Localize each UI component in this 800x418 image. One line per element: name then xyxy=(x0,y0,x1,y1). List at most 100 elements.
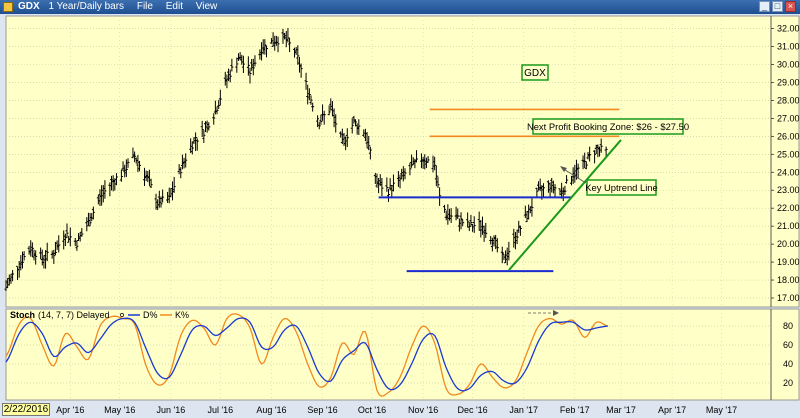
stoch-legend-name: Stoch xyxy=(10,310,35,320)
price-bar xyxy=(436,176,440,188)
price-bar xyxy=(576,163,580,179)
price-bar xyxy=(380,177,384,196)
price-tick-label: 26.00 xyxy=(777,131,800,141)
x-tick-label: Dec '16 xyxy=(457,405,487,415)
x-tick-label: Sep '16 xyxy=(307,405,337,415)
price-bar xyxy=(241,55,245,73)
price-tick-label: 29.00 xyxy=(777,77,800,87)
price-bar xyxy=(103,180,107,199)
price-bar xyxy=(535,187,539,198)
price-tick-label: 24.00 xyxy=(777,167,800,177)
period-menu[interactable]: 1 Year/Daily bars xyxy=(48,1,125,12)
price-bar xyxy=(126,158,130,168)
price-tick-label: 27.00 xyxy=(777,113,800,123)
price-bar xyxy=(354,119,358,127)
x-tick-label: Apr '17 xyxy=(658,405,686,415)
price-y-axis: 17.00 18.00 19.00 20.00 21.00 22.00 23.00 24.00… xyxy=(770,16,800,307)
price-bar xyxy=(235,57,239,73)
uptrend-box xyxy=(586,179,657,196)
price-tick-label: 28.00 xyxy=(777,95,800,105)
price-bar xyxy=(52,249,56,264)
price-bar xyxy=(415,150,419,163)
price-bar xyxy=(466,212,470,228)
price-bar xyxy=(319,114,323,125)
stoch-panel xyxy=(5,308,800,401)
price-bar xyxy=(179,167,183,179)
d-line xyxy=(5,317,608,392)
price-bar xyxy=(593,150,597,164)
price-bar xyxy=(461,219,465,227)
price-bar xyxy=(228,69,232,83)
price-bar xyxy=(449,208,453,223)
stoch-legend-params: (14, 7, 7) Delayed xyxy=(38,310,110,320)
price-bar xyxy=(22,251,26,261)
price-bar xyxy=(251,58,255,76)
price-bar xyxy=(138,160,142,172)
menu-edit[interactable]: Edit xyxy=(165,1,183,12)
maximize-icon[interactable]: □ xyxy=(772,1,783,12)
stoch-y-axis: 20 40 60 80 xyxy=(770,309,793,400)
profit-zone-label: Next Profit Booking Zone: $26 - $27.50 xyxy=(527,118,689,135)
minimize-icon[interactable]: _ xyxy=(759,1,770,12)
price-bar xyxy=(263,39,267,55)
price-bar xyxy=(327,105,331,116)
stoch-arrow xyxy=(528,310,559,316)
x-tick-label: Feb '17 xyxy=(560,405,590,415)
price-bar xyxy=(53,241,57,256)
price-bar xyxy=(515,229,519,245)
price-bar xyxy=(307,88,311,101)
price-bar xyxy=(563,185,567,196)
price-tick-label: 22.00 xyxy=(777,203,800,213)
menu-view[interactable]: View xyxy=(195,1,218,12)
price-bar xyxy=(65,223,69,238)
price-bar xyxy=(426,156,430,163)
price-tick-label: 19.00 xyxy=(777,257,800,267)
price-bar xyxy=(80,228,84,237)
x-tick-label: Jul '16 xyxy=(207,405,233,415)
price-bar xyxy=(114,173,118,186)
price-bar xyxy=(195,137,199,151)
price-bar xyxy=(190,141,194,155)
price-bar xyxy=(218,89,222,106)
price-bar xyxy=(541,183,545,197)
x-tick-label: Aug '16 xyxy=(256,405,286,415)
price-bar xyxy=(322,110,326,125)
price-tick-label: 21.00 xyxy=(777,221,800,231)
price-bar xyxy=(304,72,308,90)
menu-file[interactable]: File xyxy=(136,1,153,12)
x-tick-label: Jan '17 xyxy=(509,405,538,415)
price-bar xyxy=(316,115,320,128)
uptrend-text: Key Uptrend Line xyxy=(585,182,657,193)
d-legend-label: D% xyxy=(143,310,158,320)
price-bar xyxy=(11,270,15,282)
price-bar xyxy=(85,217,89,232)
price-bar xyxy=(408,162,412,176)
price-bar xyxy=(161,189,165,203)
x-tick-label: Jun '16 xyxy=(156,405,185,415)
price-bar xyxy=(357,119,361,135)
price-bar xyxy=(119,169,123,182)
price-bar xyxy=(588,146,592,162)
price-panel xyxy=(5,15,800,308)
price-bar xyxy=(385,177,389,192)
price-bar xyxy=(200,120,204,137)
profit-zone-text: Next Profit Booking Zone: $26 - $27.50 xyxy=(527,121,689,132)
price-bar xyxy=(172,176,176,193)
stoch-arrow-head xyxy=(553,310,559,316)
price-bar xyxy=(230,58,234,72)
price-bar xyxy=(149,178,153,189)
close-icon[interactable]: × xyxy=(785,1,796,12)
price-bar xyxy=(599,138,603,153)
profit-zone-box xyxy=(532,118,684,135)
stoch-tick-label: 60 xyxy=(783,340,793,350)
price-bar xyxy=(553,184,557,198)
uptrend-pointer-head xyxy=(560,166,567,172)
uptrend-pointer xyxy=(561,167,587,184)
price-bar xyxy=(248,67,252,84)
settings-dot-icon[interactable] xyxy=(120,313,124,317)
price-bar xyxy=(433,156,437,171)
price-bar xyxy=(584,161,588,170)
price-tick-label: 32.00 xyxy=(777,24,800,34)
x-tick-label: Nov '16 xyxy=(408,405,438,415)
